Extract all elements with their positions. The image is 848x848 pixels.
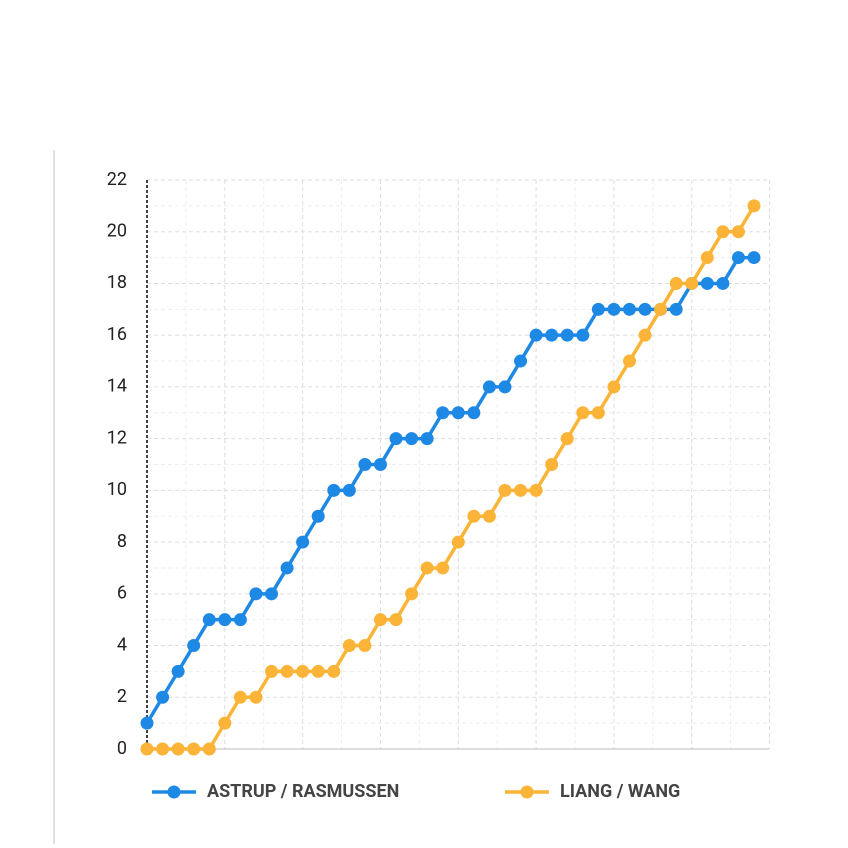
data-point: [747, 251, 761, 265]
data-point: [482, 380, 496, 394]
data-point: [389, 432, 403, 446]
y-tick-label: 22: [107, 169, 127, 190]
data-point: [607, 380, 621, 394]
data-point: [731, 225, 745, 239]
data-point: [514, 483, 528, 497]
data-point: [327, 664, 341, 678]
y-tick-label: 10: [107, 479, 127, 500]
data-point: [389, 613, 403, 627]
data-point: [731, 251, 745, 265]
y-tick-label: 6: [117, 583, 127, 604]
data-point: [171, 742, 185, 756]
data-point: [451, 535, 465, 549]
data-point: [187, 742, 201, 756]
data-point: [669, 276, 683, 290]
data-point: [249, 690, 263, 704]
data-point: [405, 432, 419, 446]
data-point: [529, 328, 543, 342]
data-point: [342, 483, 356, 497]
data-point: [622, 354, 636, 368]
data-point: [716, 276, 730, 290]
data-point: [498, 483, 512, 497]
data-point: [373, 458, 387, 471]
data-point: [311, 664, 325, 678]
data-point: [482, 509, 496, 523]
data-point: [265, 587, 279, 601]
data-point: [451, 406, 465, 420]
y-tick-label: 18: [107, 272, 127, 293]
data-point: [576, 328, 590, 342]
data-point: [140, 716, 154, 730]
data-point: [700, 251, 714, 265]
data-point: [405, 587, 419, 601]
legend-label: ASTRUP / RASMUSSEN: [207, 781, 399, 802]
data-point: [591, 406, 605, 420]
data-point: [218, 716, 232, 730]
legend-label: LIANG / WANG: [560, 781, 680, 802]
data-point: [280, 664, 294, 678]
y-tick-label: 12: [107, 427, 127, 448]
data-point: [156, 742, 170, 756]
data-point: [311, 509, 325, 523]
data-point: [358, 458, 372, 471]
data-point: [249, 587, 263, 601]
y-tick-label: 14: [107, 376, 127, 397]
data-point: [669, 302, 683, 316]
y-tick-label: 20: [107, 220, 127, 241]
data-point: [202, 613, 216, 627]
data-point: [436, 406, 450, 420]
data-point: [436, 561, 450, 575]
y-tick-label: 2: [117, 686, 127, 707]
data-point: [607, 302, 621, 316]
data-point: [576, 406, 590, 420]
data-point: [342, 639, 356, 653]
data-point: [560, 328, 574, 342]
data-point: [467, 509, 481, 523]
data-point: [560, 432, 574, 446]
data-point: [373, 613, 387, 627]
data-point: [327, 483, 341, 497]
data-point: [591, 302, 605, 316]
data-point: [514, 354, 528, 368]
data-point: [265, 664, 279, 678]
data-point: [467, 406, 481, 420]
y-tick-label: 4: [117, 634, 127, 655]
data-point: [202, 742, 216, 756]
data-point: [218, 613, 232, 627]
data-point: [638, 328, 652, 342]
legend-marker: [167, 785, 181, 799]
data-point: [296, 535, 310, 549]
data-point: [156, 690, 170, 704]
data-point: [187, 639, 201, 653]
series-line: [145, 255, 754, 725]
data-point: [685, 276, 699, 290]
data-point: [747, 199, 761, 213]
data-point: [498, 380, 512, 394]
data-point: [420, 561, 434, 575]
data-point: [233, 613, 247, 627]
series-line: [147, 204, 756, 751]
data-point: [358, 639, 372, 653]
data-point: [638, 302, 652, 316]
data-point: [545, 458, 559, 471]
data-point: [716, 225, 730, 239]
data-point: [420, 432, 434, 446]
data-point: [296, 664, 310, 678]
legend-marker: [520, 785, 534, 799]
data-point: [700, 276, 714, 290]
data-point: [622, 302, 636, 316]
data-point: [171, 664, 185, 678]
y-tick-label: 0: [117, 738, 127, 759]
data-point: [233, 690, 247, 704]
data-point: [529, 483, 543, 497]
y-tick-label: 16: [107, 324, 127, 345]
data-point: [140, 742, 154, 756]
data-point: [545, 328, 559, 342]
y-tick-label: 8: [117, 531, 127, 552]
data-point: [654, 302, 668, 316]
data-point: [280, 561, 294, 575]
